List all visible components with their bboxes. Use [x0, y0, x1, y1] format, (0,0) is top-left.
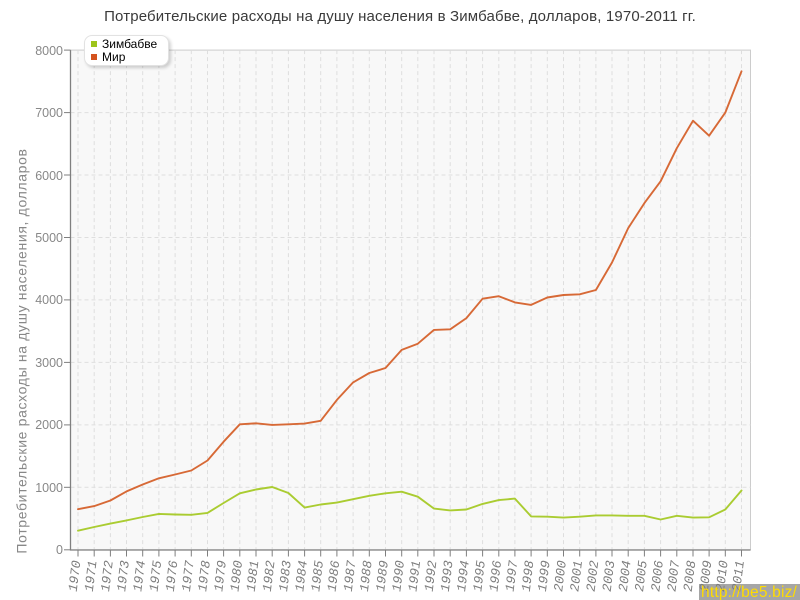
- svg-text:1997: 1997: [503, 559, 522, 592]
- svg-text:1988: 1988: [357, 559, 376, 592]
- svg-text:2008: 2008: [681, 559, 700, 592]
- svg-text:2000: 2000: [551, 559, 570, 592]
- svg-text:1998: 1998: [519, 559, 538, 592]
- svg-text:1989: 1989: [373, 559, 392, 592]
- svg-text:1985: 1985: [308, 559, 327, 592]
- svg-text:2004: 2004: [616, 559, 635, 592]
- svg-text:1974: 1974: [130, 559, 149, 592]
- svg-text:1999: 1999: [535, 559, 554, 592]
- svg-text:2002: 2002: [584, 559, 603, 592]
- svg-text:Потребительские расходы на душ: Потребительские расходы на душу населени…: [14, 148, 30, 553]
- svg-text:1995: 1995: [470, 559, 489, 592]
- svg-text:2005: 2005: [632, 559, 651, 592]
- svg-text:2007: 2007: [664, 559, 683, 592]
- svg-text:1981: 1981: [244, 560, 263, 593]
- svg-text:2001: 2001: [567, 560, 586, 593]
- svg-text:1977: 1977: [179, 559, 198, 592]
- svg-text:2009: 2009: [697, 559, 716, 592]
- svg-text:1986: 1986: [325, 559, 344, 592]
- svg-text:1987: 1987: [341, 559, 360, 592]
- svg-text:1971: 1971: [82, 560, 101, 593]
- svg-text:1982: 1982: [260, 559, 279, 592]
- svg-text:2006: 2006: [648, 559, 667, 592]
- svg-text:1994: 1994: [454, 559, 473, 592]
- svg-text:1990: 1990: [389, 559, 408, 592]
- svg-text:1993: 1993: [438, 559, 457, 592]
- svg-text:1978: 1978: [195, 559, 214, 592]
- svg-text:1992: 1992: [422, 559, 441, 592]
- svg-text:2003: 2003: [600, 559, 619, 592]
- svg-text:1991: 1991: [405, 560, 424, 593]
- svg-text:1970: 1970: [66, 559, 85, 592]
- svg-text:1976: 1976: [163, 559, 182, 592]
- svg-text:1972: 1972: [98, 559, 117, 592]
- svg-text:1975: 1975: [147, 559, 166, 592]
- svg-text:1979: 1979: [211, 559, 230, 592]
- svg-text:1984: 1984: [292, 559, 311, 592]
- svg-text:1973: 1973: [114, 559, 133, 592]
- svg-text:1983: 1983: [276, 559, 295, 592]
- svg-text:2011: 2011: [729, 560, 748, 593]
- svg-text:1996: 1996: [486, 559, 505, 592]
- svg-text:2010: 2010: [713, 559, 732, 592]
- svg-text:1980: 1980: [227, 559, 246, 592]
